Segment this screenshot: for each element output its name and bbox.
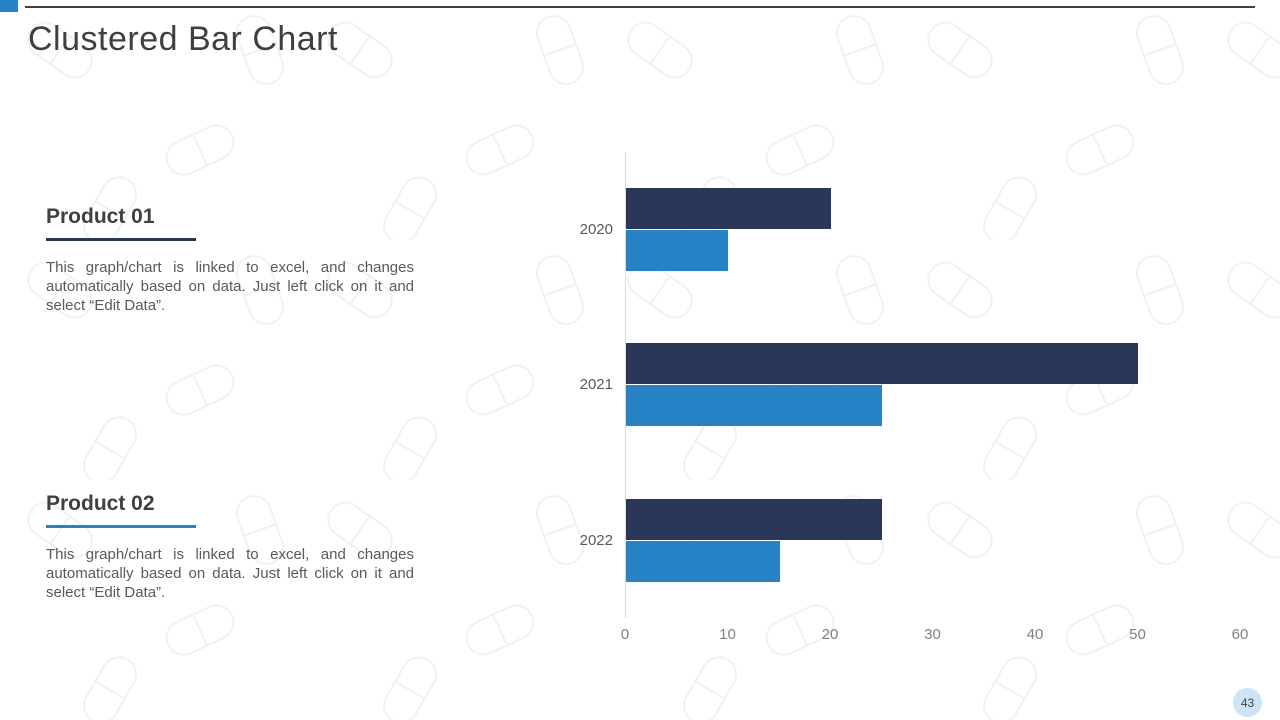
bar-product-02-2020: [626, 230, 729, 272]
x-axis: 0 10 20 30 40 50 60: [621, 618, 1249, 648]
category-row-2020: 2020: [580, 152, 1240, 307]
top-rule: [25, 6, 1255, 8]
category-row-2021: 2021: [580, 307, 1240, 462]
category-row-2022: 2022: [580, 463, 1240, 618]
page-title: Clustered Bar Chart: [28, 20, 338, 58]
x-tick-40: 40: [1026, 626, 1044, 643]
bar-group-2020: [626, 188, 1240, 272]
product-02-description: This graph/chart is linked to excel, and…: [46, 546, 414, 601]
product-02-underline: [46, 525, 196, 528]
bar-product-02-2022: [626, 540, 780, 582]
product-02-heading: Product 02: [46, 492, 155, 515]
x-tick-30: 30: [924, 626, 941, 643]
bar-product-02-2021: [626, 385, 882, 427]
product-02-block: Product 02 This graph/chart is linked to…: [46, 492, 414, 602]
x-tick-10: 10: [719, 626, 736, 643]
page-number-badge: 43: [1233, 688, 1262, 717]
x-tick-50: 50: [1129, 626, 1146, 643]
plot-area: 2020 2021 2022: [580, 152, 1240, 618]
x-tick-0: 0: [620, 626, 630, 643]
bar-group-2022: [626, 498, 1240, 582]
bar-product-01-2020: [626, 188, 831, 230]
product-01-block: Product 01 This graph/chart is linked to…: [46, 205, 414, 315]
x-tick-20: 20: [821, 626, 839, 643]
bar-group-2021: [626, 343, 1240, 427]
category-label-2020: 2020: [579, 221, 613, 239]
category-label-2022: 2022: [579, 531, 613, 549]
product-01-heading: Product 01: [46, 205, 155, 228]
category-label-2021: 2021: [579, 376, 613, 394]
clustered-bar-chart: 2020 2021 2022 0 10 20 30 40 50 60: [580, 152, 1248, 643]
top-left-accent-square: [0, 0, 18, 12]
product-01-underline: [46, 238, 196, 241]
x-tick-60: 60: [1231, 626, 1249, 643]
bar-product-01-2022: [626, 498, 882, 540]
product-01-description: This graph/chart is linked to excel, and…: [46, 259, 414, 314]
bar-product-01-2021: [626, 343, 1138, 385]
